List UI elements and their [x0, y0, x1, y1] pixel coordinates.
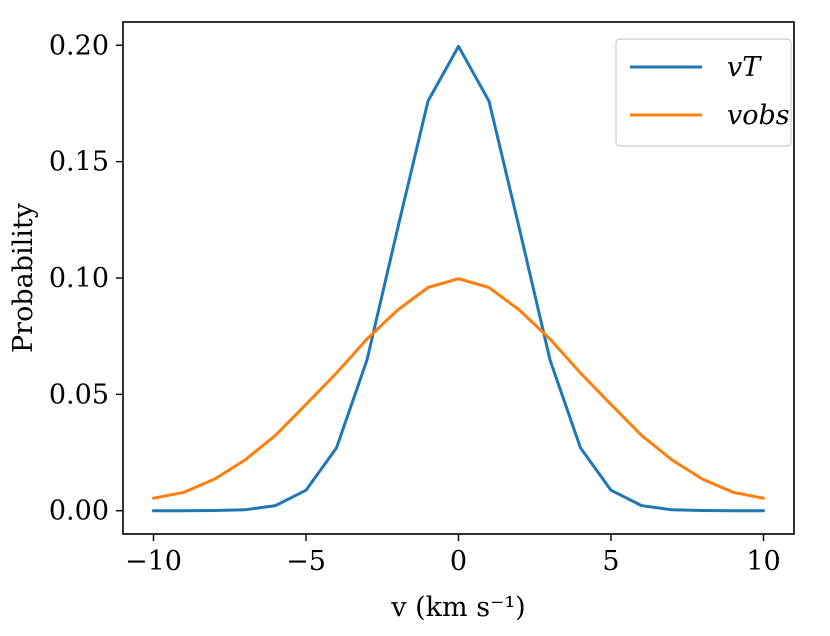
series-line-vobs — [152, 277, 765, 500]
x-tick-label: 10 — [746, 546, 780, 577]
y-tick-label: 0.10 — [49, 263, 109, 294]
y-tick-label: 0.05 — [49, 379, 109, 410]
x-axis-label: v (km s⁻¹) — [390, 592, 525, 623]
x-tick-label: 5 — [602, 546, 619, 577]
y-tick-label: 0.15 — [49, 147, 109, 178]
legend: vT vobs — [615, 38, 792, 147]
legend-label-vobs: vobs — [727, 100, 790, 131]
y-tick-label: 0.20 — [49, 30, 109, 61]
legend-label-vT: vT — [727, 52, 762, 83]
x-tick-label: −10 — [125, 546, 182, 577]
x-tick-label: 0 — [450, 546, 467, 577]
series-lines — [152, 44, 765, 513]
series-line-vT — [152, 44, 765, 513]
legend-entries: vT vobs — [630, 52, 790, 131]
y-axis-label: Probability — [8, 202, 39, 353]
plot-frame — [122, 21, 795, 535]
y-tick-label: 0.00 — [49, 496, 109, 527]
x-tick-label: −5 — [286, 546, 326, 577]
ticks-layer: −10 −5 0 5 10 0.00 0.05 0.10 0.15 0.20 — [49, 30, 781, 577]
